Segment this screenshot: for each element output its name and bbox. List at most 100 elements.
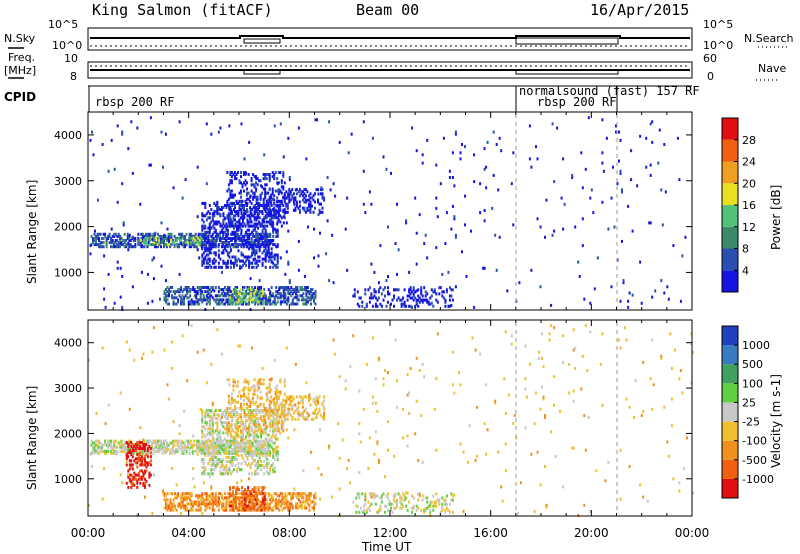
- velocity-cell: [292, 411, 295, 415]
- velocity-cell: [102, 443, 105, 447]
- power-cell: [219, 257, 222, 261]
- velocity-cell: [143, 471, 146, 475]
- velocity-cell: [279, 402, 282, 406]
- power-cell: [430, 288, 433, 292]
- velocity-cell: [254, 449, 257, 453]
- power-cell: [313, 256, 315, 260]
- velocity-cell: [223, 447, 226, 451]
- power-cell: [255, 222, 258, 226]
- power-cell: [273, 202, 276, 206]
- nave-tick-top: 60: [703, 52, 717, 65]
- power-cell: [618, 130, 620, 134]
- power-cell: [409, 292, 412, 296]
- velocity-cell: [207, 427, 210, 431]
- velocity-cell: [231, 460, 234, 463]
- power-cell: [268, 198, 271, 202]
- power-cell: [220, 206, 223, 209]
- velocity-cell: [276, 453, 279, 457]
- power-cell: [131, 235, 134, 239]
- power-cell: [280, 185, 283, 189]
- power-cell: [170, 242, 172, 246]
- velocity-cell: [202, 425, 205, 429]
- velocity-cell: [376, 510, 379, 514]
- velocity-cell: [303, 409, 306, 413]
- velocity-cell: [171, 502, 174, 506]
- power-cell: [240, 259, 243, 263]
- power-cell: [264, 196, 267, 200]
- velocity-cell: [137, 453, 140, 457]
- power-cell: [304, 210, 307, 214]
- power-cell: [622, 279, 625, 283]
- power-cell: [145, 240, 148, 244]
- power-cell: [216, 237, 219, 240]
- velocity-cell: [234, 435, 237, 439]
- power-cell: [267, 247, 270, 251]
- velocity-cell: [186, 498, 189, 502]
- power-cell: [272, 300, 275, 304]
- power-cell: [601, 200, 604, 204]
- power-cell: [491, 206, 494, 210]
- power-cell: [211, 237, 214, 240]
- velocity-cell: [225, 447, 228, 451]
- velocity-cell: [306, 502, 309, 506]
- power-cell: [243, 239, 246, 242]
- power-cell: [296, 290, 299, 294]
- velocity-cell: [226, 472, 229, 476]
- velocity-cell: [226, 451, 229, 455]
- velocity-cell: [219, 437, 222, 441]
- velocity-cell: [259, 425, 262, 429]
- velocity-cell: [315, 397, 318, 401]
- power-cell: [202, 201, 205, 205]
- velocity-cell: [139, 477, 142, 481]
- velocity-cell: [231, 449, 234, 453]
- power-cell: [250, 294, 253, 298]
- velocity-cell: [233, 437, 235, 441]
- power-cell: [267, 232, 270, 236]
- power-cell: [384, 286, 386, 290]
- power-cell: [291, 194, 294, 198]
- power-cell: [640, 301, 643, 305]
- power-cell: [216, 298, 219, 302]
- power-cell: [204, 204, 207, 207]
- velocity-cell: [271, 409, 274, 413]
- velocity-cell: [214, 409, 217, 412]
- power-cell: [254, 261, 257, 265]
- power-cell: [214, 220, 217, 224]
- velocity-cell: [253, 386, 256, 390]
- power-cell: [290, 290, 293, 294]
- velocity-cell: [184, 447, 187, 451]
- power-cell: [98, 239, 101, 242]
- power-cell: [276, 216, 279, 220]
- velocity-cell: [238, 413, 241, 417]
- power-cell: [214, 230, 217, 234]
- velocity-cell: [134, 449, 137, 453]
- velocity-cell: [273, 466, 276, 470]
- velocity-cell: [251, 451, 254, 455]
- power-cell: [140, 232, 143, 236]
- velocity-cell: [256, 388, 259, 392]
- power-cell: [237, 294, 240, 298]
- velocity-cell: [141, 451, 144, 455]
- power-cell: [98, 232, 101, 236]
- power-cell: [144, 239, 147, 242]
- velocity-cell: [182, 449, 185, 453]
- velocity-cell: [130, 445, 133, 448]
- velocity-cell: [157, 441, 159, 445]
- velocity-cell: [288, 502, 291, 506]
- velocity-cell: [236, 458, 238, 461]
- power-cell: [227, 206, 230, 209]
- velocity-cell: [190, 504, 193, 508]
- power-cell: [353, 294, 356, 298]
- velocity-cell: [130, 473, 133, 477]
- power-cell: [247, 288, 250, 292]
- power-cell: [387, 290, 389, 294]
- velocity-cell: [225, 425, 228, 429]
- power-cell: [163, 296, 166, 300]
- power-cell: [205, 245, 208, 249]
- velocity-cell: [211, 447, 214, 451]
- power-cell: [234, 261, 237, 265]
- velocity-cell: [145, 479, 148, 483]
- velocity-cell: [248, 451, 251, 455]
- power-cell: [610, 285, 613, 289]
- velocity-cell: [225, 470, 228, 474]
